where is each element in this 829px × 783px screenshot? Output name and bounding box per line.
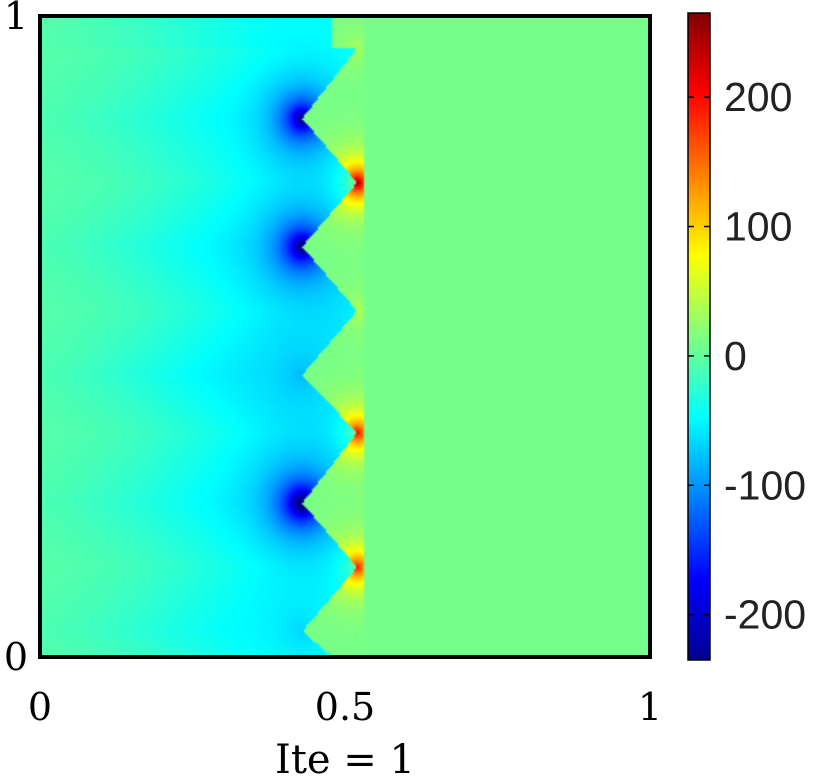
plot-frame <box>38 14 652 659</box>
x-tick-label-0: 0 <box>28 685 52 729</box>
colorbar-tick-label-3: -100 <box>724 462 806 508</box>
plot-area <box>38 14 652 659</box>
colorbar-ticks: 200 100 0 -100 -200 <box>688 74 806 638</box>
y-tick-label-1: 1 <box>4 0 28 38</box>
colorbar-tick-label-2: 0 <box>724 333 747 379</box>
heatmap-image <box>40 16 650 657</box>
colorbar: 200 100 0 -100 -200 <box>687 12 806 661</box>
y-tick-label-0: 0 <box>4 635 28 679</box>
colorbar-tick-label-1: 100 <box>724 204 792 250</box>
colorbar-tick-label-0: 200 <box>724 74 792 120</box>
y-axis-ticks: 01 <box>4 0 28 679</box>
x-axis-label: Ite = 1 <box>275 737 415 783</box>
colorbar-tick-label-4: -200 <box>724 592 806 638</box>
colorbar-gradient <box>687 12 711 661</box>
x-axis-ticks: 0 0.5 1 <box>28 685 662 729</box>
x-tick-label-1: 0.5 <box>315 685 375 729</box>
x-tick-label-2: 1 <box>638 685 662 729</box>
